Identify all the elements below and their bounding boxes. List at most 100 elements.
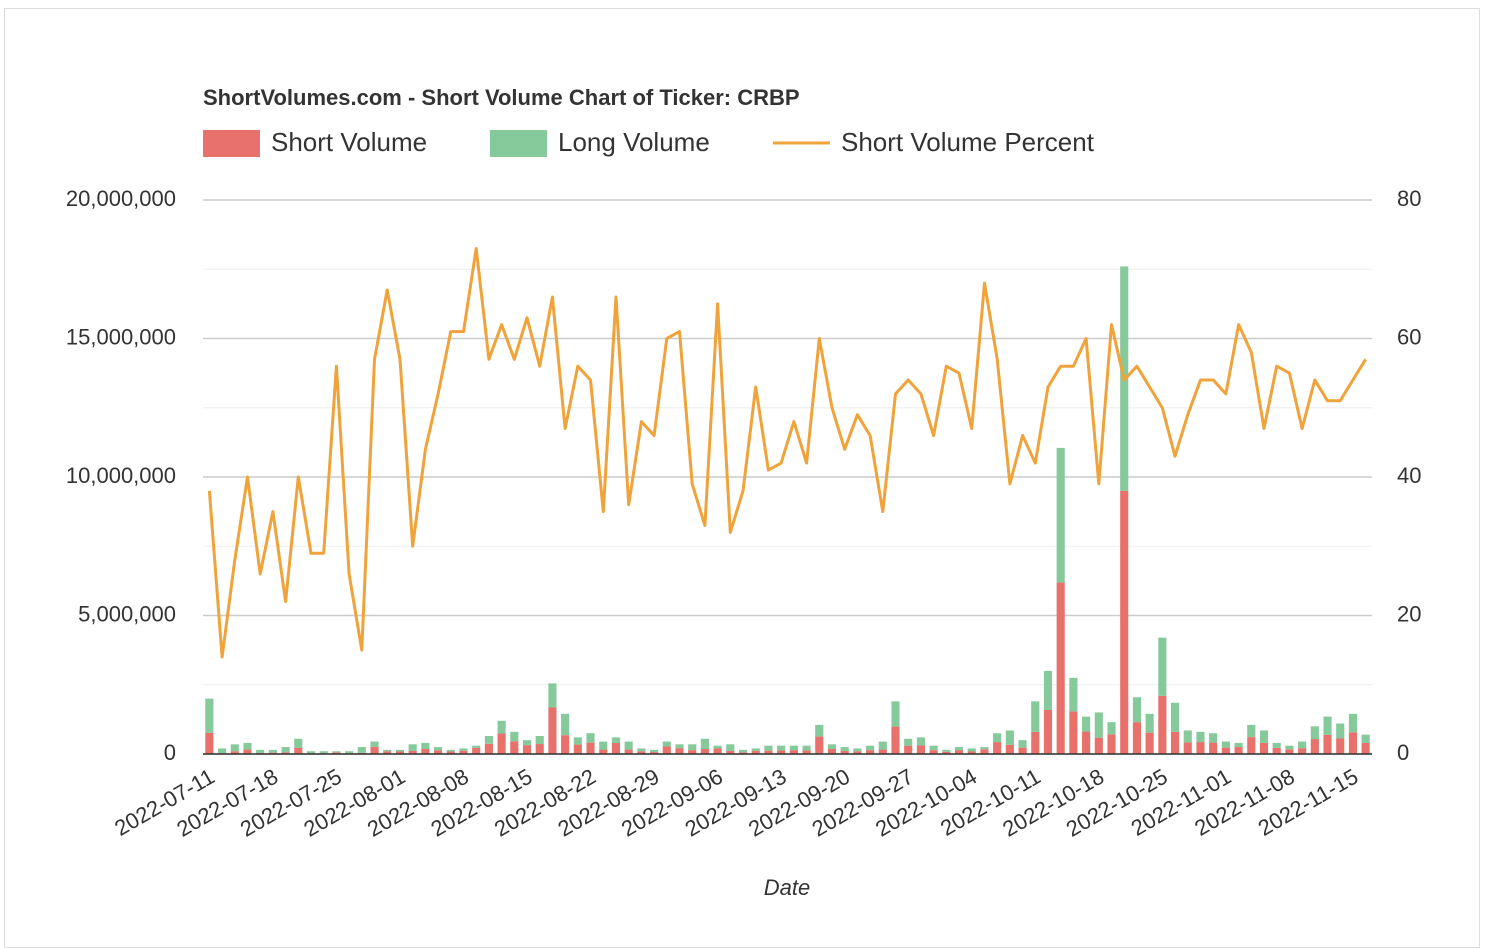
y2-tick-label: 20: [1397, 601, 1421, 626]
bar-segment: [1298, 741, 1307, 749]
bar-segment: [345, 751, 354, 754]
bar-segment: [1310, 726, 1319, 740]
bar-segment: [637, 751, 646, 754]
bar-segment: [281, 747, 290, 753]
y-tick-label: 5,000,000: [78, 601, 176, 626]
bar-segment: [980, 747, 989, 750]
bar-segment: [217, 748, 227, 754]
bar-segment: [942, 751, 951, 754]
bar-segment: [446, 749, 455, 752]
bar-segment: [726, 744, 735, 751]
bar-segment: [357, 747, 366, 753]
bar-segment: [1336, 738, 1345, 754]
bar-segment: [713, 748, 722, 754]
bar-segment: [1043, 670, 1053, 710]
bar-segment: [624, 741, 633, 750]
bar-segment: [878, 741, 887, 750]
bar-segment: [332, 751, 341, 753]
bar-segment: [205, 732, 214, 754]
bar-segment: [294, 747, 303, 754]
bar-segment: [319, 751, 328, 754]
bar-segment: [434, 750, 443, 754]
bar-segment: [675, 744, 684, 749]
bar-segment: [1170, 702, 1180, 732]
bar-segment: [789, 750, 798, 754]
y2-tick-label: 40: [1397, 463, 1421, 488]
line-series: [207, 247, 1367, 659]
bar-segment: [1272, 747, 1281, 754]
bar-segment: [1336, 723, 1345, 739]
bar-segment: [1298, 748, 1307, 754]
bar-segment: [472, 745, 481, 748]
bar-segment: [650, 749, 659, 753]
bar-segment: [1069, 711, 1078, 754]
bar-segment: [827, 744, 837, 750]
bar-segment: [1247, 737, 1256, 754]
bar-segment: [383, 751, 392, 754]
y-tick-label: 15,000,000: [66, 324, 176, 349]
bar-segment: [573, 737, 582, 745]
bar-segment: [586, 733, 595, 743]
bar-segment: [1234, 747, 1243, 754]
bar-segment: [904, 738, 913, 746]
bar-segment: [1082, 731, 1091, 754]
bar-segment: [942, 749, 951, 752]
bar-segment: [713, 745, 722, 749]
bar-segment: [243, 742, 252, 750]
bar-segment: [230, 751, 239, 754]
bar-segment: [497, 720, 506, 734]
bar-segment: [1094, 737, 1103, 754]
bar-segment: [1259, 742, 1269, 754]
bar-segment: [815, 724, 824, 737]
bar-segment: [1361, 734, 1370, 743]
bar-segment: [434, 747, 443, 751]
bar-segment: [738, 749, 748, 753]
bar-segment: [421, 749, 430, 754]
legend-label: Short Volume Percent: [841, 127, 1095, 157]
bar-segment: [510, 741, 519, 754]
bar-segment: [1145, 713, 1154, 733]
bar-segment: [815, 736, 824, 754]
bar-segment: [561, 735, 570, 754]
bar-segment: [878, 749, 887, 754]
bar-segment: [700, 738, 709, 750]
bar-segment: [777, 750, 786, 754]
bar-segment: [395, 749, 405, 752]
bar-segment: [954, 747, 964, 751]
bar-segment: [1107, 734, 1116, 754]
bar-segment: [853, 748, 862, 752]
bar-segment: [891, 701, 900, 727]
y-tick-label: 0: [164, 740, 176, 765]
bar-segment: [1005, 730, 1014, 745]
bar-segment: [522, 745, 532, 754]
bar-segment: [929, 750, 938, 754]
bar-segment: [1069, 677, 1078, 712]
bar-segment: [561, 713, 570, 736]
bar-segment: [1120, 490, 1129, 754]
bar-segment: [472, 747, 481, 754]
bar-segment: [599, 749, 608, 754]
bar-segment: [1183, 742, 1192, 754]
bar-segment: [1221, 747, 1230, 754]
bar-segment: [548, 683, 557, 708]
bar-segment: [954, 750, 964, 754]
bar-segment: [522, 740, 532, 746]
bar-segment: [1107, 722, 1116, 735]
bar-segment: [802, 750, 811, 754]
bar-segment: [827, 749, 837, 754]
legend-swatch: [203, 130, 260, 157]
bar-segment: [726, 750, 735, 754]
bar-segment: [1056, 582, 1065, 754]
bar-segment: [535, 744, 544, 754]
bar-segment: [967, 751, 976, 754]
bar-segment: [1082, 716, 1091, 732]
bar-segment: [1018, 747, 1027, 754]
bar-segment: [421, 742, 430, 750]
bar-segment: [484, 743, 493, 754]
bar-segment: [510, 731, 519, 742]
y2-tick-label: 80: [1397, 186, 1421, 211]
y2-tick-label: 60: [1397, 324, 1421, 349]
bar-segment: [1183, 730, 1192, 743]
bar-segment: [738, 752, 748, 754]
